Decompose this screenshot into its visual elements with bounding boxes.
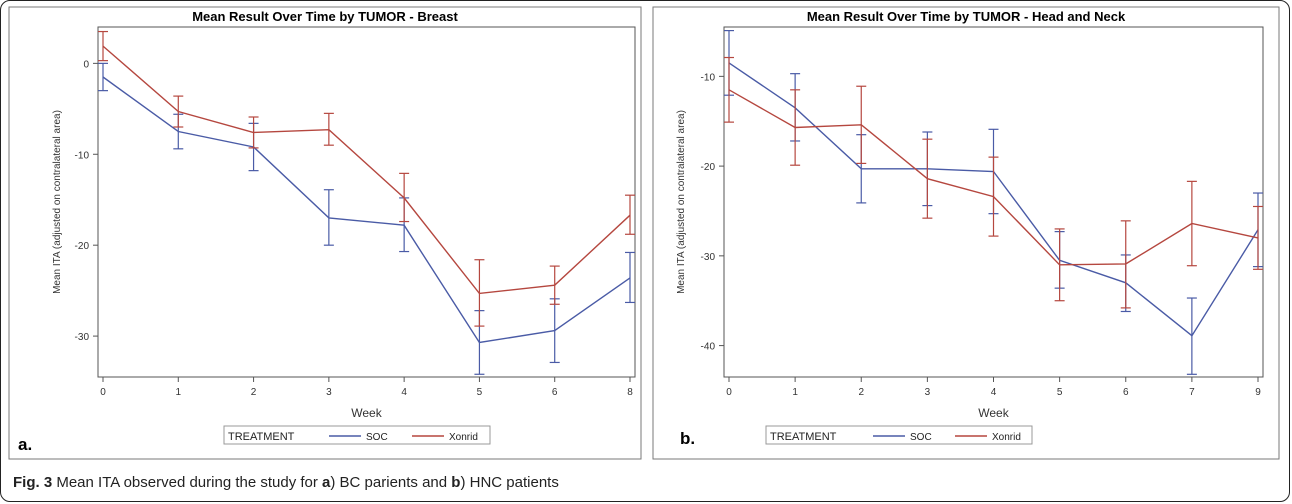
pa-x-tick-label: 2	[251, 387, 257, 398]
pb-x-tick-label: 9	[1255, 387, 1261, 398]
pb-x-tick-label: 3	[925, 387, 931, 398]
pb-legend-box	[765, 425, 1033, 445]
caption-text-1: Mean ITA observed during the study for	[52, 474, 323, 491]
pa-y-axis-label: Mean ITA (adjusted on contralateral area…	[52, 110, 63, 294]
pa-plot-area	[97, 26, 636, 378]
pa-x-tick-label: 6	[552, 387, 558, 398]
pa-legend-label-soc: SOC	[366, 432, 388, 443]
pa-x-tick-label: 0	[100, 387, 106, 398]
pb-y-tick-label: -40	[701, 342, 716, 353]
pa-xonrid-series-line	[102, 45, 631, 295]
pb-panel-letter: b.	[680, 429, 695, 448]
pb-chart-title: Mean Result Over Time by TUMOR - Head an…	[807, 9, 1126, 24]
pa-x-axis-label: Week	[351, 406, 382, 420]
pa-x-tick-label: 1	[176, 387, 182, 398]
pb-y-tick-label: -20	[701, 162, 716, 173]
pb-y-tick-label: -10	[701, 72, 716, 83]
pa-panel-border	[8, 6, 642, 460]
pb-x-tick-label: 1	[792, 387, 798, 398]
pb-x-tick-label: 0	[726, 387, 732, 398]
pa-x-tick-label: 3	[326, 387, 332, 398]
pb-x-tick-label: 5	[1057, 387, 1063, 398]
pa-y-tick-label: -20	[75, 241, 90, 252]
figure-caption: Fig. 3 Mean ITA observed during the stud…	[13, 474, 559, 491]
caption-letter-b: b	[451, 474, 461, 491]
pa-y-tick-label: -30	[75, 332, 90, 343]
pb-legend-title: TREATMENT	[770, 431, 837, 443]
pa-legend-title: TREATMENT	[228, 431, 295, 443]
pa-y-tick-label: -10	[75, 150, 90, 161]
pb-x-tick-label: 7	[1189, 387, 1195, 398]
pa-y-tick-label: 0	[83, 59, 89, 70]
pb-legend-label-xonrid: Xonrid	[992, 432, 1021, 443]
pa-x-tick-label: 4	[401, 387, 407, 398]
pa-x-tick-label: 8	[627, 387, 633, 398]
pb-x-tick-label: 2	[858, 387, 864, 398]
pb-x-tick-label: 4	[991, 387, 997, 398]
pa-legend-label-xonrid: Xonrid	[449, 432, 478, 443]
pa-chart-title: Mean Result Over Time by TUMOR - Breast	[192, 9, 458, 24]
pb-y-tick-label: -30	[701, 252, 716, 263]
pa-soc-series-line	[102, 76, 631, 344]
pb-y-axis-label: Mean ITA (adjusted on contralateral area…	[676, 110, 687, 294]
pa-x-tick-label: 5	[477, 387, 483, 398]
pa-legend-box	[223, 425, 491, 445]
pb-x-tick-label: 6	[1123, 387, 1129, 398]
caption-letter-a: a	[322, 474, 331, 491]
pb-panel-border	[652, 6, 1280, 460]
caption-label: Fig. 3	[13, 474, 53, 491]
pa-panel-letter: a.	[18, 435, 32, 454]
pb-xonrid-series-line	[728, 89, 1259, 266]
caption-text-3: ) HNC patients	[460, 474, 559, 491]
pb-legend-label-soc: SOC	[910, 432, 932, 443]
pb-x-axis-label: Week	[978, 406, 1009, 420]
caption-text-2: ) BC parients and	[330, 474, 452, 491]
